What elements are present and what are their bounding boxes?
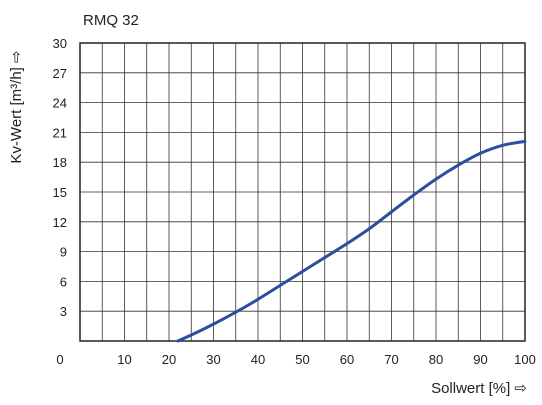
x-tick-label: 100 [514, 352, 536, 367]
x-tick-label: 30 [206, 352, 220, 367]
y-tick-labels: 3 6 9 12 15 18 21 24 27 30 [53, 36, 67, 319]
plot-frame [79, 42, 526, 342]
x-tick-label: 40 [251, 352, 265, 367]
chart-title: RMQ 32 [83, 12, 139, 29]
y-tick-label: 24 [53, 96, 67, 111]
x-tick-label: 10 [117, 352, 131, 367]
y-tick-label: 3 [60, 304, 67, 319]
grid [80, 43, 525, 341]
y-tick-label: 9 [60, 245, 67, 260]
x-axis-label: Sollwert [%] ⇨ [431, 380, 527, 397]
y-tick-label: 27 [53, 66, 67, 81]
y-tick-label: 30 [53, 36, 67, 51]
y-tick-label: 15 [53, 185, 67, 200]
y-tick-label: 12 [53, 215, 67, 230]
y-axis-label: Kv-Wert [m³/h] ⇨ [8, 50, 25, 163]
x-tick-label: 70 [384, 352, 398, 367]
y-tick-label: 21 [53, 125, 67, 140]
x-tick-label: 20 [162, 352, 176, 367]
x-tick-labels: 10 20 30 40 50 60 70 80 90 100 [117, 352, 536, 367]
x-tick-label: 90 [473, 352, 487, 367]
origin-tick-label: 0 [56, 352, 63, 367]
y-tick-label: 6 [60, 274, 67, 289]
x-tick-label: 50 [295, 352, 309, 367]
x-tick-label: 80 [429, 352, 443, 367]
y-tick-label: 18 [53, 155, 67, 170]
x-tick-label: 60 [340, 352, 354, 367]
kv-curve-line [176, 139, 527, 343]
